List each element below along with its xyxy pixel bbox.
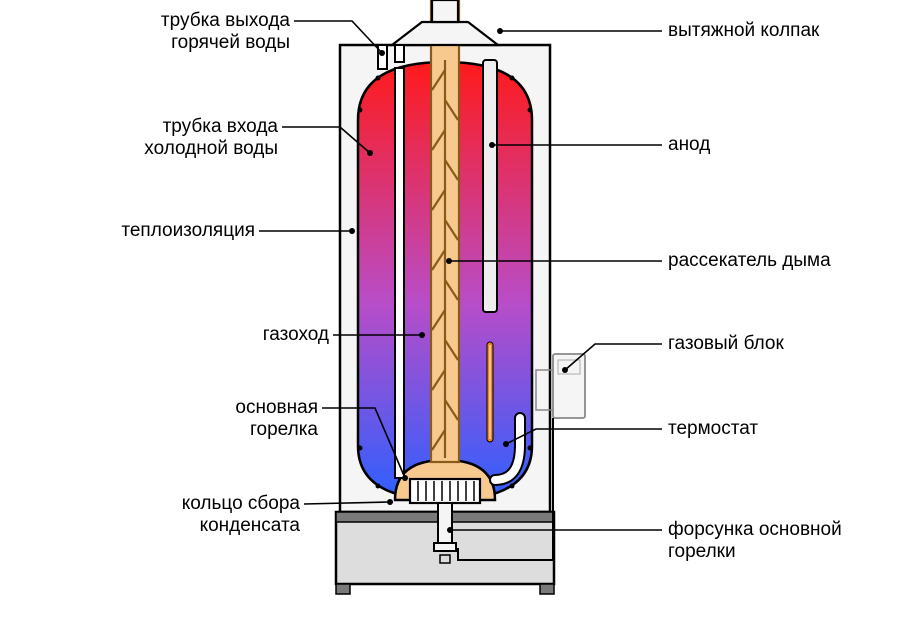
foot-left (336, 584, 350, 594)
cold-inlet-tube (395, 68, 404, 478)
label-gas_block: газовый блок (668, 333, 784, 355)
cold-inlet-stub (395, 45, 404, 62)
burner-grill (410, 479, 480, 503)
label-hot_outlet: трубка выхода горячей воды (0, 10, 290, 54)
label-anode: анод (668, 134, 710, 156)
label-insulation: теплоизоляция (0, 220, 255, 242)
label-main_burner: основная горелка (0, 397, 318, 441)
thermostat-probe (487, 342, 493, 442)
label-flue: газоход (0, 324, 329, 346)
burner-stem (438, 503, 452, 543)
anode-rod (483, 60, 497, 312)
label-nozzle: форсунка основной горелки (668, 519, 842, 563)
label-cond_ring: кольцо сбора конденсата (0, 493, 300, 537)
foot-right (540, 584, 554, 594)
label-baffle: рассекатель дыма (668, 250, 831, 272)
label-cold_inlet: трубка входа холодной воды (0, 116, 278, 160)
burner-stem-base (434, 543, 456, 551)
draft-hood (392, 0, 498, 45)
hot-outlet-stub (378, 45, 387, 69)
label-thermostat: термостат (668, 418, 758, 440)
label-draft_hood: вытяжной колпак (668, 20, 819, 42)
